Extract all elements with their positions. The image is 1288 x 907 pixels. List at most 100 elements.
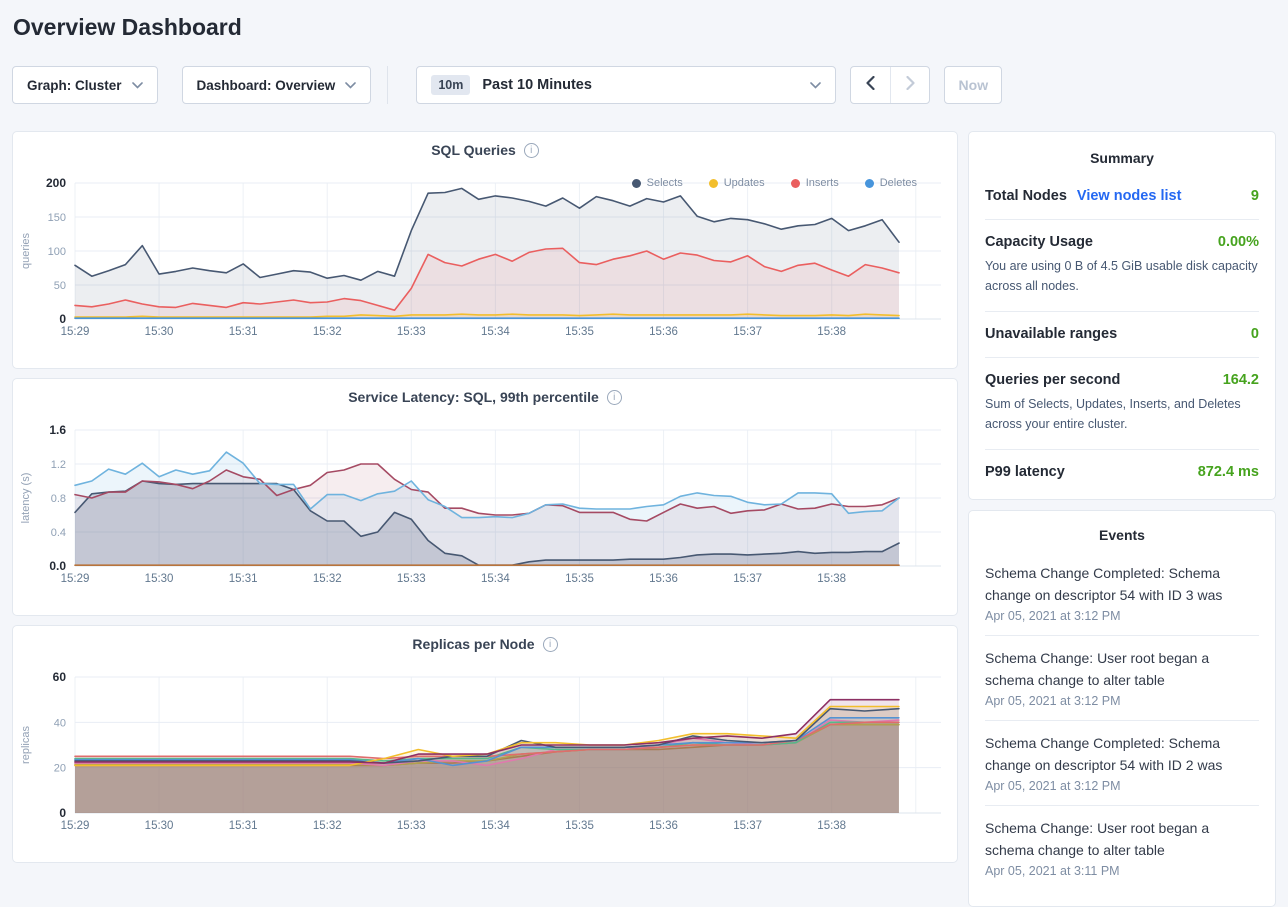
event-text: Schema Change Completed: Schema change o… <box>985 735 1223 773</box>
svg-text:15:30: 15:30 <box>145 820 174 832</box>
event-item: Schema Change: User root began a schema … <box>985 636 1259 721</box>
queries-per-second-value: 164.2 <box>1222 372 1259 388</box>
svg-text:15:32: 15:32 <box>313 573 342 585</box>
legend-label: Selects <box>646 177 683 189</box>
svg-text:15:34: 15:34 <box>481 326 510 338</box>
svg-text:15:38: 15:38 <box>817 820 846 832</box>
unavailable-ranges-label: Unavailable ranges <box>985 326 1118 342</box>
svg-text:1.6: 1.6 <box>49 423 66 437</box>
graph-dropdown-label: Graph: Cluster <box>27 77 122 93</box>
time-step-buttons <box>850 66 931 104</box>
capacity-usage-label: Capacity Usage <box>985 234 1093 250</box>
svg-text:60: 60 <box>53 670 67 684</box>
toolbar-divider <box>387 66 389 104</box>
svg-text:0.8: 0.8 <box>51 493 66 505</box>
sql-queries-chart[interactable]: 0 50 100 150 200 15:29 15:30 15:31 15:32 15:33 15:… <box>13 153 955 349</box>
legend-item-selects[interactable]: Selects <box>631 177 683 189</box>
legend-item-deletes[interactable]: Deletes <box>864 177 917 189</box>
chevron-left-icon <box>866 75 875 95</box>
replicas-per-node-chart[interactable]: 0 20 40 60 15:29 15:30 15:31 15:32 15:33 15:34 15:… <box>13 647 955 843</box>
capacity-usage-value: 0.00% <box>1217 234 1259 250</box>
replicas-per-node-chart-title: Replicas per Node <box>412 636 535 652</box>
event-timestamp: Apr 05, 2021 at 3:12 PM <box>985 609 1121 623</box>
svg-text:15:36: 15:36 <box>649 820 678 832</box>
event-item: Schema Change: User root began a schema … <box>985 806 1259 890</box>
svg-text:15:36: 15:36 <box>649 326 678 338</box>
svg-text:15:36: 15:36 <box>649 573 678 585</box>
legend-item-inserts[interactable]: Inserts <box>790 177 839 189</box>
svg-text:15:38: 15:38 <box>817 326 846 338</box>
p99-latency-value: 872.4 ms <box>1197 464 1259 480</box>
svg-text:queries: queries <box>20 232 32 269</box>
summary-row-capacity-usage: Capacity Usage 0.00% You are using 0 B o… <box>985 220 1259 312</box>
svg-text:15:32: 15:32 <box>313 326 342 338</box>
step-forward-button[interactable] <box>890 67 929 103</box>
svg-text:15:33: 15:33 <box>397 820 426 832</box>
event-text: Schema Change: User root began a schema … <box>985 650 1210 688</box>
now-button[interactable]: Now <box>944 66 1003 104</box>
events-title: Events <box>1099 527 1145 543</box>
svg-text:0: 0 <box>59 806 66 820</box>
svg-text:15:31: 15:31 <box>229 326 258 338</box>
svg-text:15:37: 15:37 <box>733 820 762 832</box>
time-range-selector[interactable]: 10m Past 10 Minutes <box>416 66 837 104</box>
svg-text:15:37: 15:37 <box>733 573 762 585</box>
service-latency-chart[interactable]: 0.0 0.4 0.8 1.2 1.6 15:29 15:30 15:31 15:32 15:33… <box>13 400 955 596</box>
dashboard-dropdown-label: Dashboard: Overview <box>196 77 336 93</box>
summary-row-unavailable-ranges: Unavailable ranges 0 <box>985 312 1259 358</box>
svg-text:replicas: replicas <box>20 726 32 764</box>
summary-row-queries-per-second: Queries per second 164.2 Sum of Selects,… <box>985 358 1259 450</box>
svg-text:15:33: 15:33 <box>397 573 426 585</box>
total-nodes-value: 9 <box>1250 188 1259 204</box>
svg-text:0.4: 0.4 <box>51 527 66 539</box>
svg-text:200: 200 <box>46 176 66 190</box>
svg-text:15:31: 15:31 <box>229 820 258 832</box>
svg-text:15:35: 15:35 <box>565 820 594 832</box>
dashboard-dropdown[interactable]: Dashboard: Overview <box>181 66 372 104</box>
info-icon[interactable]: i <box>606 389 622 405</box>
svg-text:50: 50 <box>54 280 66 292</box>
summary-title: Summary <box>1090 150 1154 166</box>
view-nodes-list-link[interactable]: View nodes list <box>1076 188 1182 204</box>
step-back-button[interactable] <box>851 67 890 103</box>
service-latency-chart-title: Service Latency: SQL, 99th percentile <box>348 389 599 405</box>
legend-dot-icon <box>864 178 874 188</box>
svg-text:15:38: 15:38 <box>817 573 846 585</box>
legend-item-updates[interactable]: Updates <box>708 177 765 189</box>
svg-text:15:29: 15:29 <box>61 820 90 832</box>
info-icon[interactable]: i <box>523 142 539 158</box>
unavailable-ranges-value: 0 <box>1250 326 1259 342</box>
svg-text:15:34: 15:34 <box>481 573 510 585</box>
svg-text:20: 20 <box>54 763 66 775</box>
event-item: Schema Change Completed: Schema change o… <box>985 721 1259 806</box>
svg-text:40: 40 <box>54 717 66 729</box>
toolbar: Graph: Cluster Dashboard: Overview 10m P… <box>12 65 1276 105</box>
chevron-right-icon <box>906 75 915 95</box>
page-title: Overview Dashboard <box>13 14 242 40</box>
svg-text:15:29: 15:29 <box>61 326 90 338</box>
event-timestamp: Apr 05, 2021 at 3:11 PM <box>985 864 1120 878</box>
sql-queries-chart-title: SQL Queries <box>431 142 516 158</box>
svg-text:15:35: 15:35 <box>565 573 594 585</box>
event-item: Schema Change Completed: Schema change o… <box>985 551 1259 636</box>
legend-label: Inserts <box>805 177 839 189</box>
svg-text:15:33: 15:33 <box>397 326 426 338</box>
chevron-down-icon <box>345 81 357 89</box>
events-panel: Events Schema Change Completed: Schema c… <box>968 510 1276 907</box>
event-text: Schema Change Completed: Schema change o… <box>985 565 1223 603</box>
queries-per-second-subtext: Sum of Selects, Updates, Inserts, and De… <box>985 397 1241 431</box>
svg-text:150: 150 <box>48 212 66 224</box>
svg-text:15:30: 15:30 <box>145 573 174 585</box>
service-latency-chart-panel: Service Latency: SQL, 99th percentile i … <box>12 378 958 616</box>
svg-text:0.0: 0.0 <box>49 559 66 573</box>
p99-latency-label: P99 latency <box>985 464 1065 480</box>
sidebar: Summary Total Nodes View nodes list 9 Ca… <box>968 131 1276 907</box>
main-content: SQL Queries i Selects Updates Inserts Delet… <box>12 131 1276 907</box>
legend-dot-icon <box>708 178 718 188</box>
legend-label: Deletes <box>879 177 917 189</box>
info-icon[interactable]: i <box>542 636 558 652</box>
svg-text:0: 0 <box>59 312 66 326</box>
svg-text:100: 100 <box>48 246 66 258</box>
sql-queries-legend: Selects Updates Inserts Deletes <box>631 177 917 189</box>
graph-dropdown[interactable]: Graph: Cluster <box>12 66 158 104</box>
